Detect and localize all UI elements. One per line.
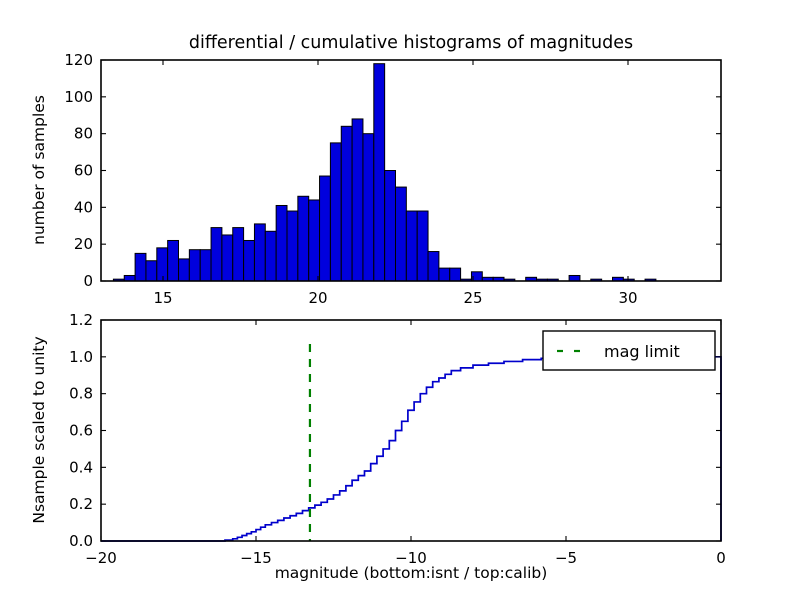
- top-y-axis-label: number of samples: [30, 95, 48, 245]
- histogram-bar: [146, 261, 157, 281]
- histogram-bar: [276, 205, 287, 281]
- histogram-bar: [298, 196, 309, 281]
- histogram-bar: [352, 119, 363, 281]
- histogram-bar: [417, 211, 428, 281]
- histogram-bar: [450, 268, 461, 281]
- y-tick-label: 1.0: [69, 348, 93, 366]
- legend[interactable]: mag limit: [543, 331, 715, 370]
- y-tick-label: 20: [74, 235, 93, 253]
- y-tick-label: 60: [74, 162, 93, 180]
- histogram-bar: [385, 171, 396, 282]
- histogram-bar: [406, 211, 417, 281]
- x-tick-label: 0: [716, 549, 726, 567]
- plot-title: differential / cumulative histograms of …: [189, 33, 633, 53]
- y-tick-label: 0.0: [69, 532, 93, 550]
- x-tick-label: 15: [153, 289, 172, 307]
- histogram-bar: [200, 250, 211, 281]
- histogram-bar: [330, 143, 341, 281]
- histogram-bar: [244, 240, 255, 281]
- y-tick-label: 100: [64, 88, 93, 106]
- figure-canvas: differential / cumulative histograms of …: [0, 0, 800, 600]
- histogram-bar: [320, 176, 331, 281]
- histogram-bar: [396, 187, 407, 281]
- histogram-bar: [341, 126, 352, 281]
- y-tick-label: 0: [83, 272, 93, 290]
- y-tick-label: 80: [74, 125, 93, 143]
- histogram-bar: [157, 248, 168, 281]
- x-tick-label: 20: [308, 289, 327, 307]
- y-tick-label: 120: [64, 51, 93, 69]
- histogram-bar: [439, 268, 450, 281]
- histogram-bar: [569, 275, 580, 281]
- y-tick-label: 0.2: [69, 495, 93, 513]
- histogram-bar: [233, 228, 244, 281]
- top-axes: differential / cumulative histograms of …: [30, 33, 721, 307]
- histogram-bar: [254, 224, 265, 281]
- histogram-bar: [374, 64, 385, 281]
- histogram-bar: [363, 134, 374, 281]
- x-tick-label: 30: [618, 289, 637, 307]
- x-tick-label: −20: [85, 549, 117, 567]
- x-axis-label: magnitude (bottom:isnt / top:calib): [275, 564, 548, 582]
- y-tick-label: 0.4: [69, 458, 93, 476]
- legend-label-mag-limit: mag limit: [604, 342, 680, 361]
- histogram-bar: [287, 211, 298, 281]
- histogram-bar: [179, 259, 190, 281]
- y-tick-label: 40: [74, 198, 93, 216]
- x-tick-label: −5: [555, 549, 577, 567]
- y-tick-label: 1.2: [69, 311, 93, 329]
- bottom-axes: −20−15−10−500.00.20.40.60.81.01.2 Nsampl…: [30, 311, 726, 582]
- histogram-bar: [168, 240, 179, 281]
- histogram-bar: [189, 250, 200, 281]
- histogram-bar: [124, 275, 135, 281]
- bottom-y-axis-label: Nsample scaled to unity: [30, 336, 48, 523]
- x-tick-label: −15: [240, 549, 272, 567]
- histogram-bar: [211, 228, 222, 281]
- y-tick-label: 0.6: [69, 422, 93, 440]
- x-tick-label: 25: [463, 289, 482, 307]
- histogram-bar: [135, 253, 146, 281]
- histogram-bar: [428, 252, 439, 281]
- matplotlib-figure: differential / cumulative histograms of …: [0, 0, 800, 600]
- histogram-bar: [265, 231, 276, 281]
- y-tick-label: 0.8: [69, 385, 93, 403]
- histogram-bar: [222, 235, 233, 281]
- histogram-bar: [309, 200, 320, 281]
